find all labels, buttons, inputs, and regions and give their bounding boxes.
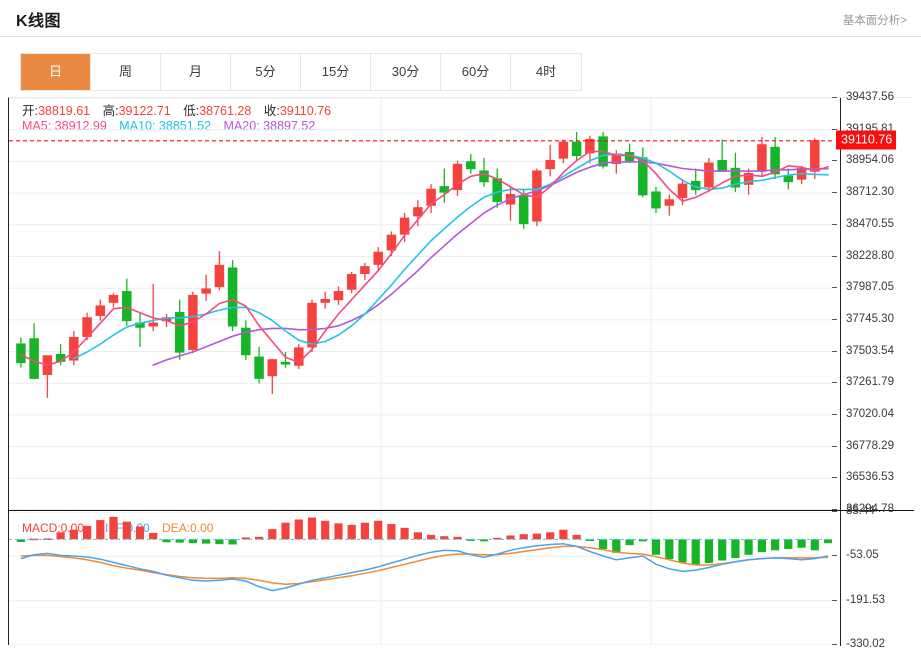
price-axis-label: 38228.80 bbox=[846, 249, 894, 262]
price-axis-tick bbox=[832, 318, 837, 320]
low-label: 低: bbox=[183, 104, 200, 118]
close-value: 39110.76 bbox=[279, 104, 332, 118]
macd-axis-tick bbox=[832, 555, 837, 557]
macd-axis-label: -330.02 bbox=[846, 638, 886, 650]
price-axis-tick bbox=[832, 287, 837, 289]
macd-plot[interactable] bbox=[9, 512, 832, 645]
tab-1[interactable]: 周 bbox=[91, 54, 161, 90]
price-axis-tick bbox=[832, 413, 837, 415]
period-tabbar[interactable]: 日 周 月 5分 15分 30分 60分 4时 bbox=[20, 53, 582, 91]
open-value: 38819.61 bbox=[37, 104, 91, 118]
tab-label: 日 bbox=[48, 64, 62, 79]
price-axis-label: 37503.54 bbox=[846, 344, 894, 357]
chart-frame bbox=[8, 97, 914, 646]
price-axis-label: 36294.78 bbox=[846, 503, 894, 515]
price-axis-label: 39437.56 bbox=[846, 91, 894, 103]
close-label: 收: bbox=[263, 104, 280, 118]
macd-axis-label: -53.05 bbox=[846, 549, 879, 562]
macd-value: 0.00 bbox=[60, 521, 85, 535]
tab-3[interactable]: 5分 bbox=[231, 54, 301, 90]
dea-label: DEA: bbox=[162, 521, 191, 535]
price-axis-label: 37745.30 bbox=[846, 312, 894, 325]
tab-label: 15分 bbox=[321, 64, 350, 79]
tab-label: 60分 bbox=[461, 64, 490, 79]
page-title: K线图 bbox=[16, 13, 62, 30]
high-value: 39122.71 bbox=[118, 104, 171, 118]
macd-info: MACD:0.00 DIFF:0.00 DEA:0.00 bbox=[22, 521, 222, 535]
high-label: 高: bbox=[102, 104, 119, 118]
price-axis-label: 36778.29 bbox=[846, 439, 894, 452]
macd-axis-tick bbox=[832, 511, 837, 512]
tab-0[interactable]: 日 bbox=[21, 54, 91, 90]
price-axis-tick bbox=[832, 445, 837, 447]
macd-label: MACD: bbox=[22, 521, 61, 535]
tab-label: 周 bbox=[118, 64, 132, 79]
dea-value: 0.00 bbox=[190, 521, 214, 535]
tab-label: 30分 bbox=[391, 64, 420, 79]
price-axis-tick bbox=[832, 350, 837, 352]
current-price-tag: 39110.76 bbox=[836, 130, 897, 150]
price-axis-tick bbox=[832, 382, 837, 384]
tab-2[interactable]: 月 bbox=[161, 54, 231, 90]
low-value: 38761.28 bbox=[199, 104, 252, 118]
price-axis-tick bbox=[832, 255, 837, 257]
axis-divider bbox=[840, 98, 841, 646]
price-axis-label: 38954.06 bbox=[846, 154, 894, 167]
fundamental-analysis-link[interactable]: 基本面分析> bbox=[842, 15, 907, 27]
ohlc-info: 开:38819.61 高:39122.71 低:38761.28 收:39110… bbox=[22, 100, 340, 119]
macd-panel[interactable] bbox=[9, 512, 914, 646]
price-axis-label: 37987.05 bbox=[846, 281, 894, 294]
price-axis-label: 37020.04 bbox=[846, 407, 894, 420]
tab-6[interactable]: 60分 bbox=[441, 54, 511, 90]
tab-4[interactable]: 15分 bbox=[301, 54, 371, 90]
macd-axis-label: 85.44 bbox=[846, 505, 875, 517]
price-axis-tick bbox=[832, 477, 837, 479]
tab-label: 月 bbox=[188, 64, 202, 79]
price-axis-tick bbox=[832, 97, 837, 98]
price-axis-tick bbox=[832, 160, 837, 162]
tab-5[interactable]: 30分 bbox=[371, 54, 441, 90]
price-axis-tick bbox=[832, 509, 837, 510]
price-axis-label: 38470.55 bbox=[846, 217, 894, 230]
price-axis-tick bbox=[832, 192, 837, 194]
macd-axis-label: -191.53 bbox=[846, 593, 886, 606]
tab-label: 4时 bbox=[535, 64, 557, 79]
macd-axis-tick bbox=[832, 644, 837, 645]
price-axis-label: 37261.79 bbox=[846, 376, 894, 389]
price-axis-label: 38712.30 bbox=[846, 186, 894, 199]
macd-axis-tick bbox=[832, 599, 837, 601]
price-axis-label: 36536.53 bbox=[846, 471, 894, 484]
price-axis-tick bbox=[832, 223, 837, 225]
open-label: 开: bbox=[22, 104, 38, 118]
price-axis-tick bbox=[832, 128, 837, 130]
price-panel[interactable] bbox=[9, 98, 914, 511]
page-header: K线图 基本面分析> bbox=[0, 0, 921, 37]
tab-7[interactable]: 4时 bbox=[511, 54, 581, 90]
tab-label: 5分 bbox=[255, 64, 276, 79]
candlestick-plot[interactable] bbox=[9, 98, 832, 510]
